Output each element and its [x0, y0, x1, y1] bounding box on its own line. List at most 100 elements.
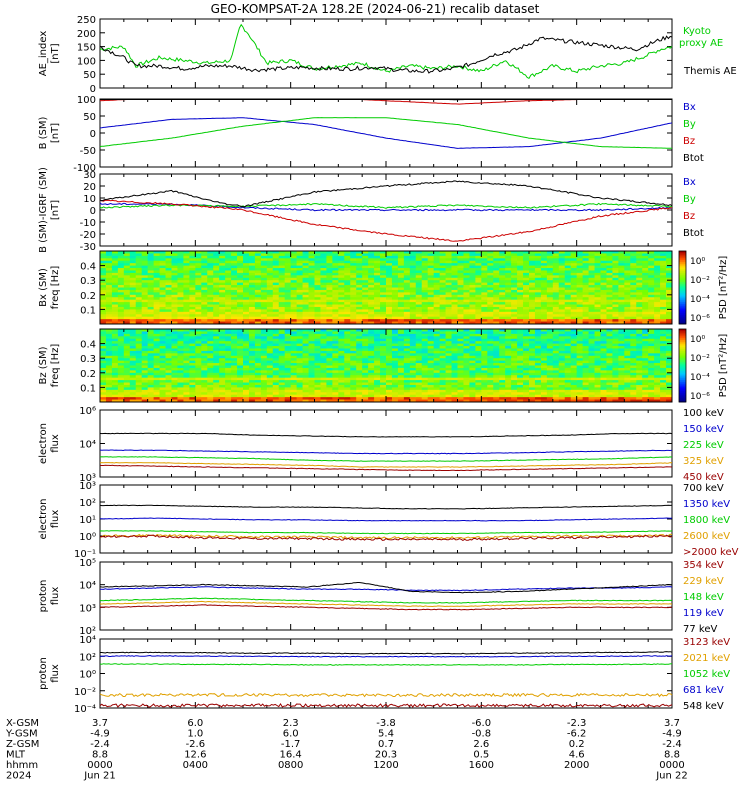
spectrogram-cell: [302, 302, 309, 305]
spectrogram-cell: [415, 302, 423, 305]
spectrogram-cell: [332, 377, 339, 381]
spectrogram-cell: [475, 297, 482, 301]
spectrogram-cell: [266, 277, 274, 281]
spectrogram-cell: [523, 280, 530, 284]
spectrogram-cell: [284, 272, 292, 276]
spectrogram-cell: [117, 389, 125, 393]
spectrogram-cell: [237, 333, 244, 337]
spectrogram-cell: [278, 272, 286, 276]
spectrogram-cell: [499, 255, 506, 259]
panel-7-ylabel: flux: [50, 587, 61, 606]
spectrogram-cell: [105, 372, 113, 376]
spectrogram-cell: [225, 353, 232, 357]
spectrogram-cell: [248, 338, 256, 342]
spectrogram-cell: [469, 270, 476, 274]
spectrogram-cell: [606, 309, 613, 313]
spectrogram-cell: [397, 275, 405, 279]
spectrogram-cell: [165, 319, 172, 322]
spectrogram-cell: [338, 355, 345, 359]
spectrogram-cell: [105, 306, 113, 310]
spectrogram-cell: [284, 319, 292, 322]
panel-3-colorbar: [678, 250, 687, 325]
spectrogram-cell: [129, 316, 137, 320]
spectrogram-cell: [105, 280, 113, 284]
spectrogram-cell: [475, 270, 482, 274]
spectrogram-cell: [421, 289, 429, 293]
spectrogram-cell: [356, 285, 363, 288]
spectrogram-cell: [165, 397, 172, 400]
spectrogram-cell: [540, 287, 548, 291]
spectrogram-cell: [290, 297, 298, 301]
spectrogram-cell: [314, 309, 321, 313]
spectrogram-cell: [529, 251, 536, 254]
spectrogram-cell: [177, 343, 184, 347]
spectrogram-cell: [189, 251, 196, 254]
spectrogram-cell: [100, 294, 107, 298]
spectrogram-cell: [314, 280, 321, 284]
spectrogram-cell: [266, 380, 274, 383]
spectrogram-cell: [129, 375, 137, 379]
spectrogram-cell: [129, 333, 137, 337]
spectrogram-cell: [272, 348, 280, 352]
spectrogram-cell: [511, 319, 518, 322]
spectrogram-cell: [362, 372, 369, 376]
spectrogram-cell: [463, 275, 470, 279]
spectrogram-cell: [534, 258, 542, 262]
spectrogram-cell: [213, 399, 220, 403]
spectrogram-cell: [278, 280, 286, 284]
spectrogram-cell: [117, 260, 125, 264]
spectrogram-cell: [529, 306, 536, 310]
spectrogram-cell: [111, 348, 119, 352]
spectrogram-cell: [356, 268, 363, 271]
spectrogram-cell: [636, 280, 643, 284]
spectrogram-cell: [415, 306, 423, 310]
spectrogram-cell: [159, 272, 166, 276]
spectrogram-cell: [117, 355, 125, 359]
spectrogram-cell: [302, 384, 309, 388]
spectrogram-cell: [183, 336, 190, 340]
spectrogram-cell: [469, 309, 476, 313]
spectrogram-cell: [356, 287, 363, 291]
spectrogram-cell: [332, 311, 339, 315]
spectrogram-cell: [445, 268, 452, 271]
spectrogram-cell: [380, 268, 387, 271]
spectrogram-cell: [445, 272, 452, 276]
spectrogram-cell: [284, 280, 292, 284]
spectrogram-cell: [409, 251, 417, 254]
spectrogram-cell: [243, 346, 250, 349]
spectrogram-cell: [213, 338, 220, 342]
spectrogram-cell: [153, 260, 160, 264]
spectrogram-cell: [111, 321, 119, 325]
spectrogram-cell: [171, 268, 178, 271]
spectrogram-cell: [320, 258, 327, 262]
panel-6-y-tick-label: 10¹: [79, 515, 96, 526]
spectrogram-cell: [427, 280, 435, 284]
spectrogram-cell: [326, 365, 333, 369]
spectrogram-cell: [433, 277, 441, 281]
spectrogram-cell: [445, 280, 452, 284]
spectrogram-cell: [332, 255, 339, 259]
spectrogram-cell: [368, 343, 375, 347]
spectrogram-cell: [290, 358, 298, 362]
spectrogram-cell: [326, 382, 333, 386]
spectrogram-cell: [296, 382, 303, 386]
spectrogram-cell: [570, 297, 578, 301]
spectrogram-cell: [266, 350, 274, 354]
spectrogram-cell: [266, 348, 274, 352]
spectrogram-cell: [344, 294, 351, 298]
spectrogram-cell: [558, 316, 566, 320]
spectrogram-cell: [439, 285, 446, 288]
spectrogram-cell: [350, 319, 357, 322]
spectrogram-cell: [284, 367, 292, 371]
spectrogram-cell: [171, 260, 178, 264]
spectrogram-cell: [564, 292, 572, 296]
spectrogram-cell: [386, 258, 393, 262]
spectrogram-cell: [237, 282, 244, 286]
spectrogram-cell: [374, 358, 381, 362]
spectrogram-cell: [588, 253, 595, 257]
spectrogram-cell: [564, 260, 572, 264]
spectrogram-cell: [654, 314, 661, 318]
spectrogram-cell: [326, 316, 333, 320]
spectrogram-cell: [254, 282, 262, 286]
spectrogram-cell: [588, 311, 595, 315]
